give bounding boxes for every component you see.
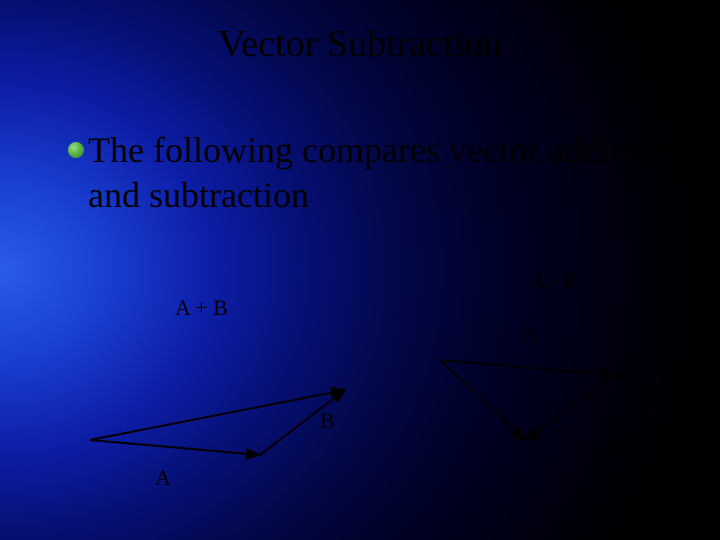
slide-title: Vector Subtraction <box>218 22 502 66</box>
vector-a-minus-b <box>440 360 525 440</box>
diagram-area: A + B A B A - B A - B <box>0 260 720 540</box>
vector-neg-b <box>525 375 615 440</box>
subtraction-diagram <box>0 260 720 540</box>
bullet-item: The following compares vector addition a… <box>68 128 680 218</box>
vector-a-sub <box>440 360 615 375</box>
label-a-plus-b: A + B <box>175 295 228 321</box>
label-neg-b: - B <box>598 435 626 461</box>
label-a-minus-b: A - B <box>530 268 578 294</box>
bullet-text: The following compares vector addition a… <box>88 128 680 218</box>
label-a-sub: A <box>520 320 536 346</box>
bullet-icon <box>68 142 84 158</box>
label-b-add: B <box>320 408 335 434</box>
label-a-add: A <box>155 465 171 491</box>
